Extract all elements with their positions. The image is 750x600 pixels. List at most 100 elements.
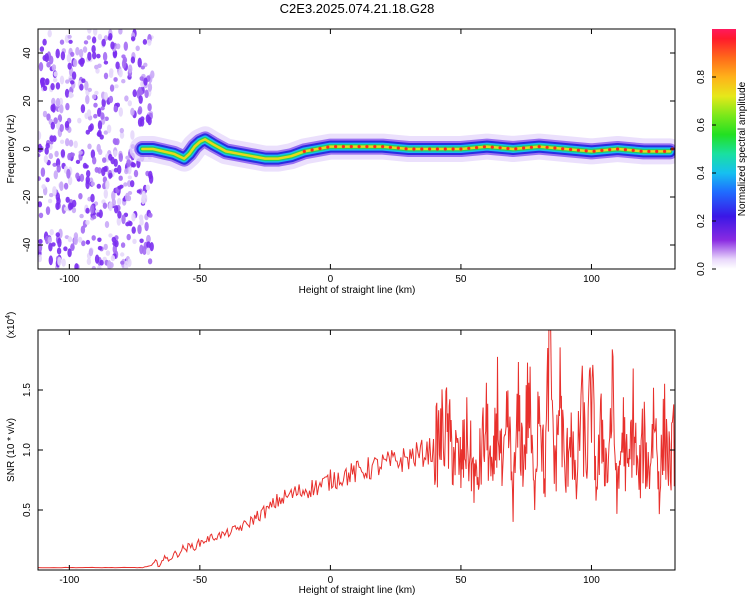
noise-speck bbox=[50, 121, 55, 130]
noise-speck bbox=[80, 104, 86, 114]
noise-speck bbox=[75, 159, 81, 164]
y-tick-label: -40 bbox=[22, 237, 33, 252]
noise-speck bbox=[94, 90, 99, 96]
y-tick-label: 0 bbox=[22, 146, 33, 152]
ridge-peak bbox=[326, 145, 330, 149]
noise-speck bbox=[96, 212, 101, 217]
noise-speck bbox=[147, 116, 152, 126]
noise-speck bbox=[71, 207, 77, 214]
noise-speck bbox=[92, 51, 97, 60]
noise-speck bbox=[121, 214, 126, 225]
colorbar-label: Normalized spectral amplitude bbox=[737, 81, 748, 216]
ridge-peak bbox=[396, 146, 400, 150]
ridge-peak bbox=[357, 145, 361, 149]
x-tick-label: -100 bbox=[59, 274, 79, 285]
noise-speck bbox=[45, 78, 50, 86]
noise-speck bbox=[44, 53, 49, 63]
noise-speck bbox=[139, 218, 144, 226]
noise-speck bbox=[128, 64, 133, 74]
noise-speck bbox=[49, 55, 54, 65]
ridge-peak bbox=[631, 148, 635, 152]
noise-speck bbox=[85, 207, 90, 214]
noise-speck bbox=[146, 234, 151, 244]
noise-speck bbox=[121, 79, 126, 84]
noise-speck bbox=[70, 51, 75, 57]
noise-speck bbox=[131, 36, 136, 42]
ridge-peak bbox=[451, 147, 455, 151]
noise-speck bbox=[47, 198, 53, 204]
noise-speck bbox=[68, 202, 73, 211]
noise-speck bbox=[143, 77, 148, 86]
noise-speck bbox=[113, 150, 118, 157]
noise-speck bbox=[77, 117, 82, 124]
x-tick-label: -50 bbox=[193, 575, 208, 586]
ridge-peak bbox=[302, 149, 306, 153]
ridge-peak bbox=[482, 145, 486, 149]
noise-speck bbox=[68, 91, 74, 99]
noise-speck bbox=[85, 179, 90, 190]
noise-speck bbox=[147, 103, 152, 112]
noise-speck bbox=[67, 248, 72, 258]
noise-speck bbox=[130, 56, 136, 64]
noise-speck bbox=[113, 77, 118, 82]
noise-speck bbox=[42, 38, 47, 46]
ridge-peak bbox=[373, 145, 377, 149]
noise-speck bbox=[102, 51, 108, 62]
noise-speck bbox=[146, 247, 151, 256]
noise-speck bbox=[137, 106, 143, 115]
noise-speck bbox=[140, 65, 145, 70]
noise-speck bbox=[82, 46, 88, 53]
y-tick-label: 1.0 bbox=[22, 443, 33, 457]
noise-speck bbox=[38, 239, 43, 244]
noise-speck bbox=[127, 258, 132, 268]
noise-speck bbox=[85, 220, 90, 225]
noise-speck bbox=[59, 124, 64, 132]
ridge-peak bbox=[514, 147, 518, 151]
noise-speck bbox=[125, 222, 130, 227]
noise-speck bbox=[127, 191, 133, 195]
noise-speck bbox=[94, 254, 100, 264]
noise-speck bbox=[127, 100, 132, 107]
noise-speck bbox=[61, 258, 66, 267]
noise-speck bbox=[148, 212, 153, 218]
noise-speck bbox=[125, 192, 130, 202]
ridge-peak bbox=[522, 146, 526, 150]
x-tick-label: 50 bbox=[455, 274, 467, 285]
noise-speck bbox=[66, 168, 71, 179]
noise-speck bbox=[118, 175, 123, 181]
noise-speck bbox=[70, 80, 75, 85]
noise-speck bbox=[124, 168, 129, 175]
snr-scale-prefix: (x10 bbox=[6, 318, 17, 338]
noise-speck bbox=[68, 39, 73, 44]
noise-speck bbox=[57, 256, 62, 266]
noise-speck bbox=[53, 71, 58, 77]
noise-speck bbox=[38, 212, 44, 219]
noise-speck bbox=[93, 102, 98, 108]
noise-speck bbox=[103, 189, 109, 199]
noise-speck bbox=[120, 252, 125, 257]
noise-speck bbox=[71, 71, 77, 80]
noise-speck bbox=[61, 204, 67, 215]
noise-speck bbox=[121, 54, 126, 59]
ridge-peak bbox=[318, 146, 322, 151]
noise-speck bbox=[79, 213, 84, 219]
x-tick-label: -50 bbox=[193, 274, 208, 285]
noise-speck bbox=[64, 120, 70, 129]
noise-speck bbox=[53, 170, 58, 180]
noise-speck bbox=[97, 107, 102, 118]
noise-speck bbox=[90, 149, 96, 159]
noise-speck bbox=[120, 242, 126, 248]
noise-speck bbox=[59, 75, 65, 85]
noise-speck bbox=[139, 238, 144, 244]
spectrogram-ridge bbox=[129, 126, 675, 172]
noise-speck bbox=[91, 215, 97, 220]
noise-speck bbox=[63, 182, 69, 190]
noise-speck bbox=[75, 46, 80, 56]
noise-speck bbox=[38, 176, 41, 181]
noise-speck bbox=[97, 265, 102, 269]
noise-speck bbox=[105, 180, 110, 190]
noise-speck bbox=[79, 173, 85, 182]
noise-speck bbox=[121, 58, 127, 69]
noise-speck bbox=[126, 158, 131, 168]
noise-speck bbox=[93, 113, 98, 119]
